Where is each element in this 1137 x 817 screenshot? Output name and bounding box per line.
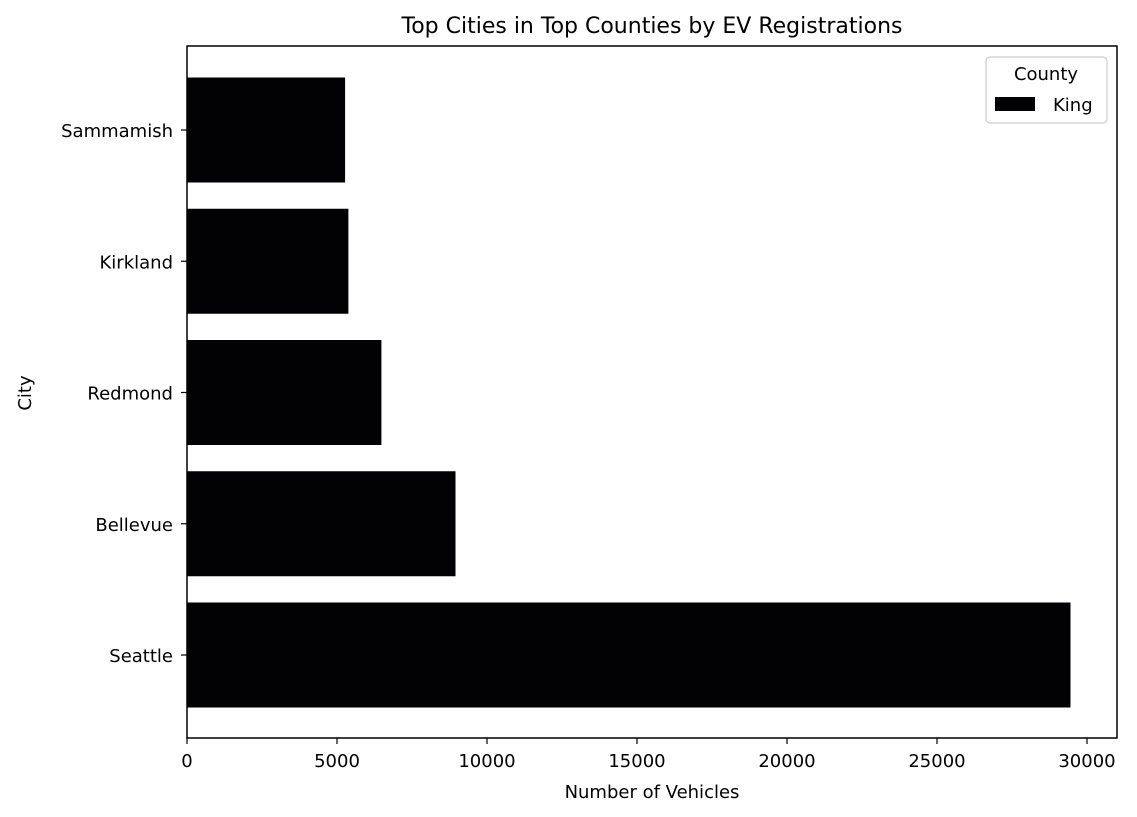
y-tick-label-kirkland: Kirkland xyxy=(100,252,174,273)
legend-title: County xyxy=(1014,64,1078,85)
bar-sammamish xyxy=(187,77,346,183)
legend: County King xyxy=(985,56,1108,124)
bar-bellevue xyxy=(187,471,456,577)
x-tick-label-0: 0 xyxy=(181,751,192,772)
y-tick-label-redmond: Redmond xyxy=(87,384,173,405)
x-tick-label-10000: 10000 xyxy=(458,751,515,772)
plot-frame xyxy=(186,45,1118,739)
y-tick-label-bellevue: Bellevue xyxy=(95,515,173,536)
x-tick-label-30000: 30000 xyxy=(1058,751,1115,772)
x-tick-label-5000: 5000 xyxy=(314,751,360,772)
x-ticks-group: 0 5000 10000 15000 20000 25000 30000 xyxy=(181,738,1116,772)
bar-redmond xyxy=(187,340,382,445)
legend-entry-king: King xyxy=(1053,95,1093,116)
bar-kirkland xyxy=(187,208,349,314)
bar-seattle xyxy=(187,602,1071,708)
x-tick-label-20000: 20000 xyxy=(758,751,815,772)
legend-swatch-king xyxy=(995,97,1035,111)
x-tick-label-25000: 25000 xyxy=(908,751,965,772)
x-tick-label-15000: 15000 xyxy=(608,751,665,772)
y-ticks-group: Seattle Bellevue Redmond Kirkland Sammamish xyxy=(61,121,187,667)
y-axis-title: City xyxy=(15,375,36,411)
y-tick-label-seattle: Seattle xyxy=(109,646,173,667)
bars-group xyxy=(187,77,1071,708)
x-axis-title: Number of Vehicles xyxy=(565,782,740,803)
chart-title: Top Cities in Top Counties by EV Registr… xyxy=(401,14,903,39)
y-tick-label-sammamish: Sammamish xyxy=(61,121,173,142)
